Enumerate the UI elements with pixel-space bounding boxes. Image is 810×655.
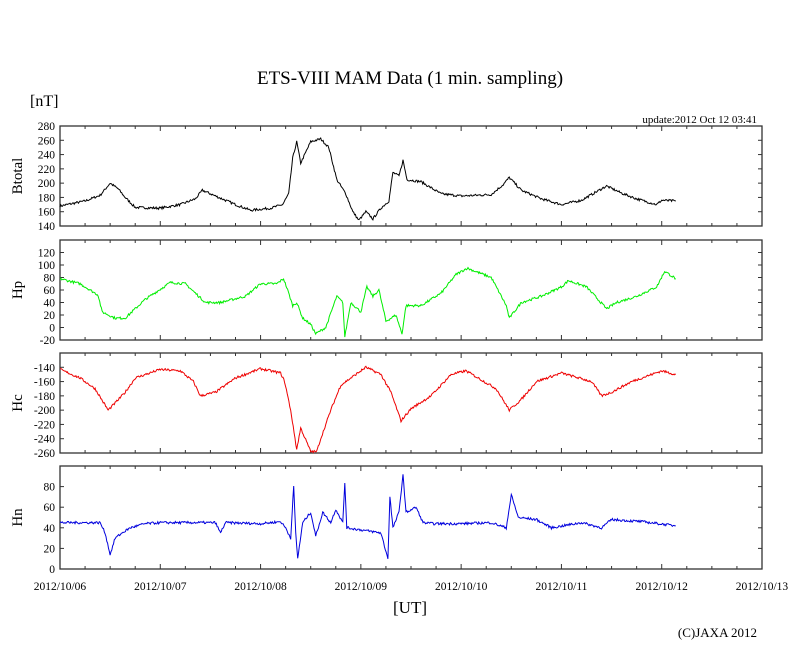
y-tick-label: 220 [38, 164, 56, 176]
update-label: update:2012 Oct 12 03:41 [642, 114, 757, 126]
y-tick-label: 140 [38, 221, 56, 233]
y-tick-label: -140 [34, 362, 55, 374]
x-tick-label: 2012/10/10 [435, 581, 488, 593]
panel-frame [59, 125, 763, 227]
unit-label: [nT] [30, 93, 58, 110]
series-line-hc [59, 365, 677, 454]
y-tick-label: 40 [44, 298, 56, 310]
x-tick-label: 2012/10/07 [134, 581, 187, 593]
x-tick-label: 2012/10/12 [636, 581, 689, 593]
x-tick-label: 2012/10/13 [736, 581, 789, 593]
y-axis-label: Hc [10, 394, 26, 412]
copyright: (C)JAXA 2012 [678, 625, 757, 640]
y-tick-label: -180 [34, 391, 55, 403]
y-tick-label: -260 [34, 448, 55, 460]
y-axis-label: Hp [10, 281, 26, 299]
y-tick-label: 0 [49, 323, 55, 335]
y-tick-label: -240 [34, 434, 55, 446]
series-line-btotal [59, 137, 676, 221]
panels: 140160180200220240260280Btotal-200204060… [10, 121, 763, 576]
chart-title: ETS-VIII MAM Data (1 min. sampling) [257, 68, 563, 89]
y-tick-label: -200 [34, 405, 55, 417]
y-tick-label: 0 [49, 564, 55, 576]
x-tick-label: 2012/10/08 [234, 581, 287, 593]
x-tick-labels: 2012/10/06 2012/10/07 2012/10/08 2012/10/09… [34, 581, 789, 593]
y-tick-label: 100 [38, 260, 56, 272]
y-tick-label: 80 [44, 482, 56, 494]
y-tick-label: 180 [38, 192, 56, 204]
x-tick-label: 2012/10/11 [535, 581, 587, 593]
panel-hn: 0 20 40 60 80 Hn [10, 465, 763, 576]
y-tick-label: 200 [38, 178, 56, 190]
y-tick-label: 260 [38, 135, 56, 147]
y-tick-label: 60 [44, 285, 56, 297]
x-tick-label: 2012/10/09 [335, 581, 388, 593]
panel-btotal: 140 160 180 200 220 240 260 280 Btotal [10, 121, 763, 233]
y-tick-label: 120 [38, 248, 56, 260]
series-line-hn [59, 474, 676, 560]
panel-frame [59, 465, 763, 570]
x-tick-label: 2012/10/06 [34, 581, 87, 593]
y-tick-label: 60 [44, 502, 56, 514]
x-axis-label: [UT] [393, 598, 427, 617]
y-tick-label: 80 [44, 273, 56, 285]
y-tick-label: -160 [34, 377, 55, 389]
series-line-hp [59, 266, 676, 338]
y-axis-label: Hn [10, 508, 26, 527]
panel-hc: -260 -240 -220 -200 -180 -160 -140 Hc [10, 352, 763, 460]
y-axis-label: Btotal [10, 158, 26, 195]
y-tick-label: -220 [34, 419, 55, 431]
y-tick-label: 40 [44, 523, 56, 535]
panel-frame [59, 239, 763, 341]
y-tick-label: 240 [38, 150, 56, 162]
y-tick-label: 280 [38, 121, 56, 133]
y-tick-label: 20 [44, 543, 56, 555]
y-tick-label: 160 [38, 207, 56, 219]
y-tick-label: 20 [44, 310, 56, 322]
y-tick-label: -20 [40, 335, 56, 347]
